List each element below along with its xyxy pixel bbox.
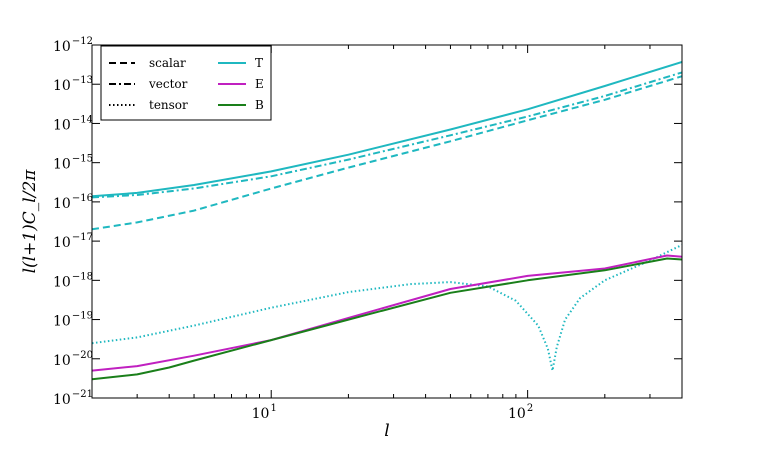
y-tick-label: 10−12 <box>53 36 93 55</box>
legend-label-scalar: scalar <box>149 56 186 70</box>
legend-label-T: T <box>255 56 263 70</box>
series-line-T-solid <box>92 60 682 198</box>
x-tick-label: 102 <box>508 403 533 422</box>
y-tick-label: 10−15 <box>53 154 93 173</box>
y-tick-label: 10−19 <box>53 311 93 330</box>
legend-label-E: E <box>255 77 264 91</box>
legend-label-vector: vector <box>148 77 188 91</box>
y-tick-label: 10−20 <box>53 350 93 369</box>
y-tick-label: 10−13 <box>53 75 93 94</box>
y-tick-label: 10−18 <box>53 271 93 290</box>
series-line-B-solid <box>92 257 682 381</box>
y-tick-label: 10−14 <box>53 114 93 133</box>
y-tick-label: 10−16 <box>53 193 93 212</box>
x-tick-label: 101 <box>252 403 277 422</box>
y-axis-label: l(l+1)C_l/2π <box>20 169 40 274</box>
plot-frame <box>91 44 683 399</box>
legend-label-B: B <box>255 98 264 112</box>
series-line-T-dashdot <box>92 71 682 199</box>
legend: scalar vector tensor TEB <box>100 45 272 121</box>
x-axis-label: l <box>384 421 389 441</box>
series-line-E-solid <box>92 254 682 372</box>
series-layer <box>92 60 682 381</box>
y-tick-label: 10−21 <box>53 389 93 408</box>
y-tick-label: 10−17 <box>53 232 93 251</box>
series-line-T-dashed <box>92 75 682 231</box>
legend-label-tensor: tensor <box>149 98 188 112</box>
ticks-layer: 101 102 10−21 10−20 10−19 10−18 10−17 10−16 10−1… <box>53 36 682 422</box>
